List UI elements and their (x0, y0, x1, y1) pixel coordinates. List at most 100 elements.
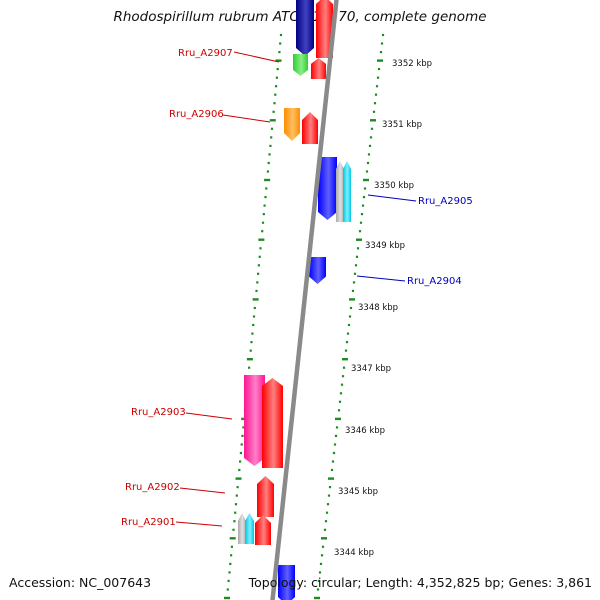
ruler-tick (360, 213, 364, 216)
ruler-tick (356, 247, 360, 250)
gene-feature[interactable] (318, 157, 337, 220)
ruler-tick (258, 238, 265, 241)
gene-label[interactable]: Rru_A2904 (407, 276, 462, 287)
ruler-tick (328, 486, 332, 489)
gene-feature[interactable] (302, 112, 318, 144)
ruler-tick (224, 596, 230, 600)
gene-feature[interactable] (238, 513, 246, 544)
ruler-label: 3349 kbp (365, 241, 405, 251)
ruler-tick (347, 323, 351, 327)
gene-feature[interactable] (257, 476, 274, 517)
gene-feature[interactable] (278, 565, 295, 600)
gene-feature[interactable] (284, 108, 300, 141)
ruler-tick (270, 136, 273, 139)
ruler-label: 3350 kbp (374, 181, 414, 191)
ruler-labels: 3352 kbp 3351 kbp 3350 kbp 3349 kbp 3348 kbp… (334, 59, 432, 558)
ruler-tick (376, 76, 380, 79)
ruler-tick (269, 144, 272, 147)
ruler-tick (239, 460, 242, 463)
gene-feature[interactable] (262, 378, 283, 468)
gene-feature[interactable] (293, 54, 308, 76)
ruler-tick (363, 178, 369, 182)
ruler-tick (368, 144, 372, 147)
ruler-right-dots (314, 33, 385, 600)
ruler-tick (229, 562, 232, 565)
gene-label[interactable]: Rru_A2901 (121, 517, 176, 528)
ruler-tick (275, 59, 282, 62)
ruler-tick (246, 358, 253, 361)
ruler-tick (314, 596, 320, 600)
gene-feature[interactable] (309, 257, 326, 284)
ruler-tick (236, 486, 239, 489)
ruler-tick (340, 383, 344, 386)
ruler-tick (228, 571, 231, 574)
ruler-tick (241, 434, 244, 437)
ruler-tick (355, 255, 359, 258)
gene-feature[interactable] (311, 58, 326, 79)
ruler-tick (318, 571, 322, 574)
gene-label[interactable]: Rru_A2907 (178, 48, 233, 59)
ruler-tick (344, 349, 348, 352)
gene-label[interactable]: Rru_A2903 (131, 407, 186, 418)
ruler-tick (235, 494, 238, 497)
ruler-tick (274, 93, 277, 96)
ruler-tick (319, 562, 323, 565)
ruler-tick (275, 85, 278, 88)
ruler-tick (335, 426, 339, 429)
gene-label[interactable]: Rru_A2905 (418, 196, 473, 207)
ruler-tick (270, 127, 274, 130)
gene-feature[interactable] (343, 161, 351, 222)
ruler-tick (251, 332, 254, 335)
ruler-tick (331, 460, 335, 463)
gene-feature[interactable] (255, 515, 271, 545)
ruler-tick (380, 42, 384, 45)
ruler-tick (373, 102, 377, 105)
ruler-tick (370, 127, 374, 130)
ruler-tick (370, 119, 376, 122)
ruler-tick (353, 272, 357, 275)
ruler-tick (338, 400, 342, 403)
ruler-tick (325, 511, 329, 514)
ruler-tick (256, 281, 259, 284)
ruler-label: 3346 kbp (345, 426, 385, 436)
ruler-tick (351, 289, 355, 292)
ruler-tick (267, 161, 270, 165)
ruler-tick (257, 264, 260, 267)
ruler-tick (358, 230, 362, 233)
ruler-tick (276, 68, 279, 71)
ruler-tick (266, 170, 269, 173)
label-leaders (175, 51, 417, 527)
gene-label[interactable]: Rru_A2902 (125, 482, 180, 493)
ruler-tick (279, 42, 282, 45)
ruler-tick (317, 579, 321, 582)
gene-label-leader (185, 412, 233, 420)
ruler-label: 3347 kbp (351, 364, 391, 374)
accession-text: Accession: NC_007643 (9, 575, 152, 590)
ruler-label: 3348 kbp (358, 303, 398, 313)
gene-feature[interactable] (245, 513, 254, 544)
ruler-tick (316, 588, 320, 591)
ruler-tick (239, 451, 242, 455)
ruler-label: 3344 kbp (334, 548, 374, 558)
gene-track (238, 0, 351, 600)
ruler-tick (349, 298, 355, 301)
ruler-tick (269, 119, 276, 122)
gene-feature[interactable] (244, 375, 265, 466)
gene-label[interactable]: Rru_A2906 (169, 109, 224, 120)
ruler-tick (248, 366, 251, 369)
ruler-tick (264, 178, 271, 182)
gene-feature[interactable] (316, 0, 333, 58)
ruler-tick (321, 545, 325, 548)
ruler-tick (375, 85, 379, 88)
ruler-tick (332, 451, 336, 455)
gene-feature[interactable] (296, 0, 314, 56)
ruler-tick (252, 298, 259, 301)
ruler-tick (339, 392, 343, 395)
ruler-tick (381, 33, 385, 37)
ruler-tick (335, 417, 341, 421)
gene-feature[interactable] (336, 161, 344, 222)
ruler-tick (242, 426, 245, 429)
genome-backbone (270, 0, 339, 600)
ruler-tick (227, 579, 230, 582)
